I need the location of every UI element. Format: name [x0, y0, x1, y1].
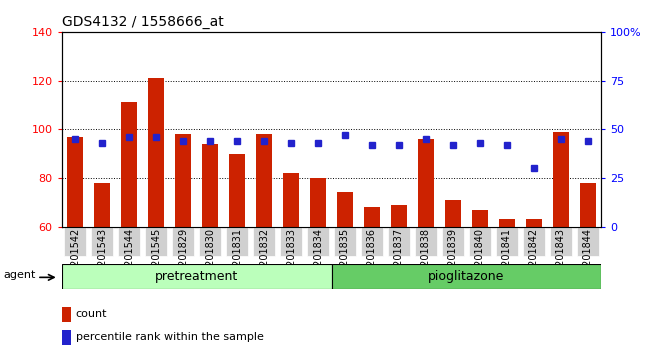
Bar: [418, 139, 434, 227]
Text: GSM201830: GSM201830: [205, 228, 215, 287]
Bar: [202, 144, 218, 227]
Bar: [391, 205, 407, 227]
Bar: [442, 227, 464, 256]
Text: agent: agent: [3, 270, 36, 280]
Bar: [415, 227, 437, 256]
Bar: [580, 183, 596, 227]
Bar: [526, 219, 542, 227]
Text: GSM201834: GSM201834: [313, 228, 323, 287]
Bar: [577, 227, 599, 256]
Bar: [229, 154, 245, 227]
Bar: [364, 207, 380, 227]
Bar: [334, 227, 356, 256]
Bar: [121, 102, 137, 227]
Text: GSM201844: GSM201844: [583, 228, 593, 287]
Bar: [361, 227, 383, 256]
Bar: [283, 173, 299, 227]
Bar: [469, 227, 491, 256]
Bar: [67, 137, 83, 227]
Bar: [445, 200, 461, 227]
Text: GSM201836: GSM201836: [367, 228, 377, 287]
Bar: [226, 227, 248, 256]
Bar: [62, 330, 72, 344]
Text: percentile rank within the sample: percentile rank within the sample: [76, 332, 264, 342]
Bar: [118, 227, 140, 256]
Bar: [253, 227, 275, 256]
Text: GSM201833: GSM201833: [286, 228, 296, 287]
Bar: [332, 264, 601, 289]
Text: pretreatment: pretreatment: [155, 270, 239, 282]
Bar: [256, 134, 272, 227]
Bar: [552, 132, 569, 227]
Bar: [388, 227, 410, 256]
Bar: [280, 227, 302, 256]
Bar: [175, 134, 191, 227]
Text: GSM201542: GSM201542: [70, 228, 80, 287]
Bar: [94, 183, 111, 227]
Bar: [199, 227, 221, 256]
Bar: [64, 227, 86, 256]
Bar: [62, 264, 332, 289]
Bar: [472, 210, 488, 227]
Bar: [550, 227, 572, 256]
Text: GSM201544: GSM201544: [124, 228, 134, 287]
Bar: [148, 78, 164, 227]
Bar: [499, 219, 515, 227]
Text: GSM201543: GSM201543: [98, 228, 107, 287]
Text: GSM201832: GSM201832: [259, 228, 269, 287]
Text: GSM201837: GSM201837: [394, 228, 404, 287]
Text: GSM201838: GSM201838: [421, 228, 431, 287]
Bar: [91, 227, 113, 256]
Text: GDS4132 / 1558666_at: GDS4132 / 1558666_at: [62, 16, 224, 29]
Text: GSM201839: GSM201839: [448, 228, 458, 287]
Text: GSM201843: GSM201843: [556, 228, 566, 287]
Text: GSM201842: GSM201842: [529, 228, 539, 287]
Text: GSM201831: GSM201831: [232, 228, 242, 287]
Bar: [172, 227, 194, 256]
Text: GSM201840: GSM201840: [475, 228, 485, 287]
Bar: [523, 227, 545, 256]
Bar: [145, 227, 167, 256]
Text: count: count: [76, 309, 107, 319]
Bar: [337, 193, 353, 227]
Bar: [307, 227, 329, 256]
Text: GSM201841: GSM201841: [502, 228, 512, 287]
Text: GSM201835: GSM201835: [340, 228, 350, 287]
Text: pioglitazone: pioglitazone: [428, 270, 504, 282]
Text: GSM201829: GSM201829: [178, 228, 188, 287]
Text: GSM201545: GSM201545: [151, 228, 161, 287]
Bar: [62, 307, 72, 322]
Bar: [310, 178, 326, 227]
Bar: [496, 227, 518, 256]
